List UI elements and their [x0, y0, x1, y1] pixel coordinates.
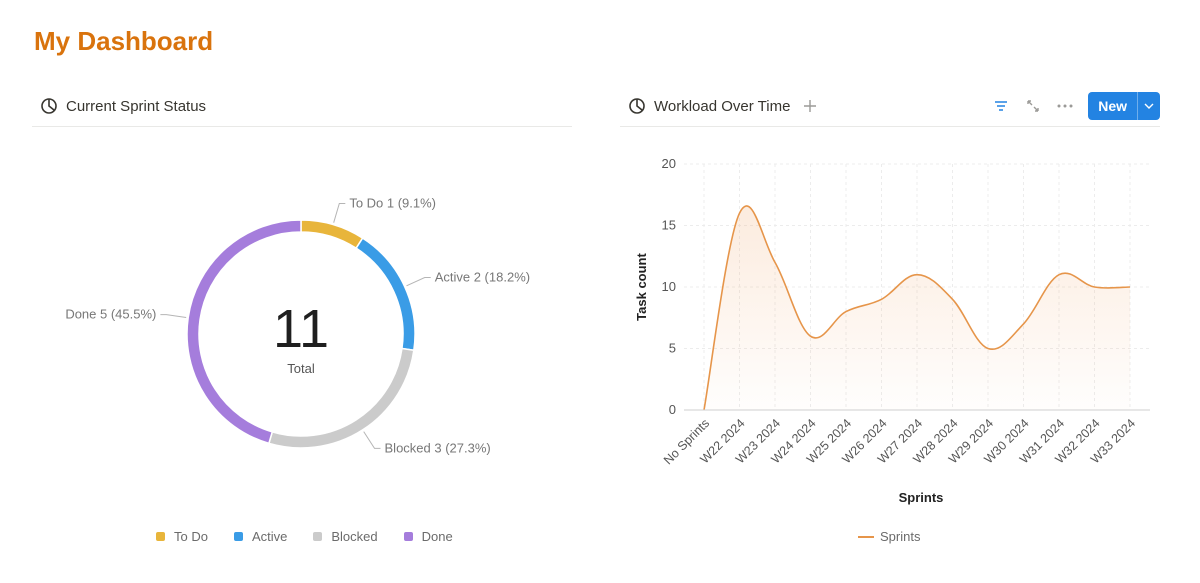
legend-swatch: [403, 532, 413, 541]
data-point[interactable]: [879, 296, 885, 302]
donut-total-value: 11: [273, 299, 329, 359]
data-point[interactable]: [1127, 284, 1133, 290]
add-view-icon[interactable]: [802, 98, 818, 114]
data-point[interactable]: [1092, 284, 1098, 290]
data-point[interactable]: [914, 272, 920, 278]
series-line-sprints[interactable]: [703, 205, 1131, 411]
y-tick-label: 5: [669, 341, 676, 356]
legend-line-swatch: [858, 535, 874, 538]
donut-slice-active[interactable]: [355, 237, 416, 352]
legend-item-sprints[interactable]: Sprints: [858, 529, 920, 544]
donut-slice-label: Done 5 (45.5%): [65, 307, 156, 322]
data-point[interactable]: [1056, 272, 1062, 278]
header-toolbar: New: [992, 92, 1160, 120]
workload-panel: Workload Over Time New: [620, 86, 1160, 566]
legend-swatch: [233, 532, 243, 541]
workload-title[interactable]: Workload Over Time: [654, 97, 791, 115]
sprint-status-title[interactable]: Current Sprint Status: [66, 97, 207, 115]
donut-slice-label: Blocked 3 (27.3%): [385, 440, 491, 455]
sprint-status-header: Current Sprint Status: [32, 86, 572, 127]
donut-slice-label: Active 2 (18.2%): [435, 270, 530, 285]
y-tick-label: 15: [662, 218, 676, 233]
donut-slice-label: To Do 1 (9.1%): [349, 196, 436, 211]
donut-legend: To Do Active Blocked Done: [156, 529, 479, 544]
data-point[interactable]: [985, 346, 991, 352]
data-point[interactable]: [1021, 321, 1027, 327]
workload-header: Workload Over Time New: [620, 86, 1160, 127]
data-point[interactable]: [843, 309, 849, 315]
donut-leader-line: [160, 314, 187, 318]
data-point[interactable]: [737, 210, 743, 216]
chart-pie-icon: [41, 98, 57, 114]
chart-pie-icon: [629, 98, 645, 114]
y-tick-label: 10: [662, 279, 676, 294]
y-tick-label: 0: [669, 402, 676, 417]
new-button-label: New: [1098, 98, 1127, 114]
x-axis-title: Sprints: [899, 490, 944, 505]
data-point[interactable]: [808, 333, 814, 339]
data-point[interactable]: [772, 259, 778, 265]
sprint-status-panel: Current Sprint Status To Do 1 (9.1%) Acti…: [32, 86, 572, 566]
data-point[interactable]: [950, 296, 956, 302]
filter-icon[interactable]: [992, 97, 1010, 115]
page-title: My Dashboard: [34, 26, 214, 56]
legend-label: Done: [421, 529, 453, 544]
donut-slice-done[interactable]: [186, 219, 302, 445]
donut-leader-line: [406, 277, 431, 287]
y-axis-title: Task count: [634, 253, 649, 321]
new-button[interactable]: New: [1088, 92, 1160, 120]
legend-label: Sprints: [880, 529, 921, 544]
workload-legend: Sprints: [858, 529, 946, 544]
donut-total-label: Total: [287, 361, 315, 376]
donut-leader-line: [363, 431, 381, 449]
y-tick-label: 20: [662, 156, 676, 171]
legend-item-to-do[interactable]: To Do: [156, 529, 208, 544]
legend-item-blocked[interactable]: Blocked: [313, 529, 378, 544]
legend-label: To Do: [174, 529, 208, 544]
legend-item-done[interactable]: Done: [403, 529, 453, 544]
more-icon[interactable]: [1056, 97, 1074, 115]
legend-label: Active: [251, 529, 288, 544]
expand-icon[interactable]: [1024, 97, 1042, 115]
series-area-sprints: [704, 205, 1130, 410]
legend-label: Blocked: [331, 529, 378, 544]
donut-chart: To Do 1 (9.1%) Active 2 (18.2%) Blocked 3 …: [65, 196, 530, 456]
chevron-down-icon[interactable]: [1137, 92, 1160, 120]
legend-swatch: [313, 532, 323, 541]
legend-item-active[interactable]: Active: [233, 529, 288, 544]
donut-leader-line: [333, 203, 346, 223]
legend-swatch: [156, 532, 165, 541]
donut-slice-to-do[interactable]: [300, 219, 364, 250]
